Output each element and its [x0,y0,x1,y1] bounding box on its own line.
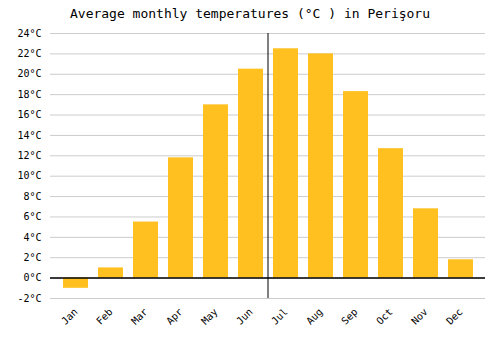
svg-text:12°C: 12°C [17,150,41,161]
svg-text:4°C: 4°C [23,232,41,243]
svg-text:Jun: Jun [234,306,255,327]
svg-text:10°C: 10°C [17,170,41,181]
svg-text:Aug: Aug [304,306,325,327]
svg-text:24°C: 24°C [17,28,41,39]
svg-text:Mar: Mar [129,306,150,327]
svg-text:8°C: 8°C [23,191,41,202]
svg-text:22°C: 22°C [17,48,41,59]
svg-text:6°C: 6°C [23,211,41,222]
svg-text:-2°C: -2°C [17,293,41,304]
svg-text:14°C: 14°C [17,130,41,141]
svg-text:18°C: 18°C [17,89,41,100]
svg-text:2°C: 2°C [23,252,41,263]
svg-text:16°C: 16°C [17,109,41,120]
svg-text:Apr: Apr [164,306,185,327]
svg-text:May: May [199,306,220,327]
svg-text:Oct: Oct [374,306,395,327]
svg-text:Jul: Jul [269,306,290,327]
svg-text:20°C: 20°C [17,68,41,79]
svg-text:Nov: Nov [409,306,430,327]
svg-text:Dec: Dec [444,306,465,327]
svg-text:Sep: Sep [339,306,360,327]
svg-text:0°C: 0°C [23,272,41,283]
svg-text:Jan: Jan [59,306,80,327]
html-text:Average monthly temperatures (: Average monthly temperatures (°C ) in Pe… [70,6,430,21]
svg-text:Feb: Feb [94,306,115,327]
